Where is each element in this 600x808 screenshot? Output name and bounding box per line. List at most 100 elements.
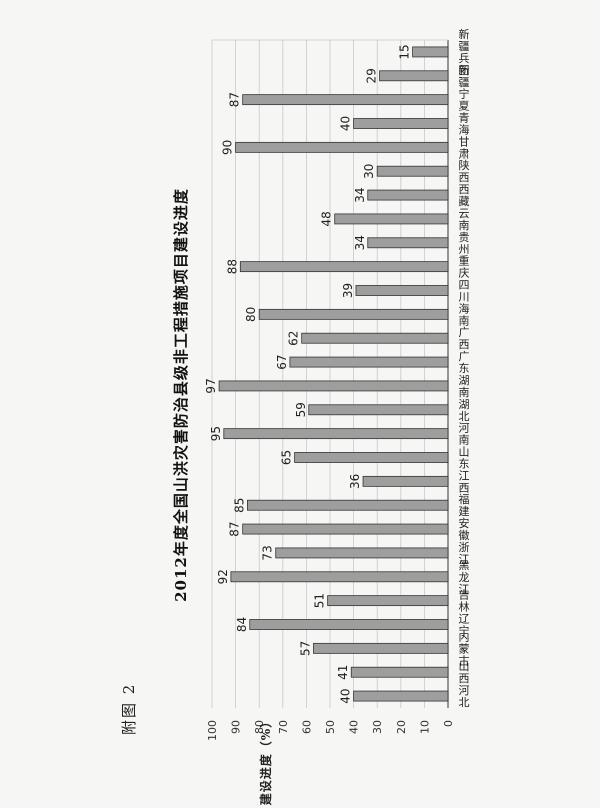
category-label-char: 江 bbox=[459, 469, 470, 482]
data-label: 29 bbox=[365, 68, 379, 83]
data-label: 80 bbox=[244, 307, 258, 322]
category-label: 贵州 bbox=[459, 231, 470, 256]
y-tick-label: 60 bbox=[300, 720, 313, 734]
category-label-char: 海 bbox=[459, 123, 470, 137]
category-label-char: 建 bbox=[459, 504, 470, 518]
category-label-char: 西 bbox=[459, 672, 470, 685]
bar bbox=[301, 332, 449, 344]
data-label: 30 bbox=[362, 164, 376, 179]
category-label: 广东 bbox=[459, 350, 470, 375]
y-axis-label: 建设进度（%） bbox=[258, 715, 273, 806]
y-tick-label: 80 bbox=[253, 720, 266, 734]
category-label-char: 南 bbox=[459, 314, 470, 327]
bar bbox=[242, 523, 449, 535]
bar bbox=[367, 189, 449, 201]
bar bbox=[353, 118, 449, 129]
category-label-char: 南 bbox=[459, 386, 470, 399]
bar bbox=[308, 404, 449, 416]
category-label-char: 新 bbox=[459, 63, 470, 77]
data-label: 85 bbox=[232, 498, 246, 513]
data-label: 15 bbox=[398, 44, 412, 59]
category-label-char: 河 bbox=[459, 422, 470, 435]
category-label-char: 内 bbox=[459, 629, 470, 643]
category-label-char: 陕 bbox=[459, 158, 470, 172]
category-label-char: 川 bbox=[459, 291, 470, 304]
category-label-char: 南 bbox=[459, 219, 470, 232]
category-label: 吉林 bbox=[459, 589, 470, 614]
category-label-char: 山 bbox=[459, 660, 470, 673]
bar bbox=[353, 690, 449, 702]
bar bbox=[355, 285, 449, 296]
category-label-char: 西 bbox=[459, 183, 470, 196]
category-label: 广西 bbox=[459, 326, 470, 351]
data-label: 39 bbox=[341, 283, 355, 298]
category-label-char: 广 bbox=[459, 350, 470, 363]
category-label: 湖北 bbox=[459, 398, 470, 423]
category-label-char: 疆 bbox=[459, 76, 470, 89]
bar bbox=[376, 165, 449, 177]
bar bbox=[258, 308, 449, 320]
bar bbox=[313, 642, 449, 654]
category-label-char: 北 bbox=[459, 696, 470, 709]
bar bbox=[350, 666, 449, 678]
bar bbox=[230, 571, 449, 583]
category-label: 江西 bbox=[459, 469, 470, 494]
category-label-char: 庆 bbox=[459, 266, 470, 280]
category-label-char: 藏 bbox=[459, 195, 470, 208]
bar bbox=[242, 94, 449, 106]
data-label: 41 bbox=[336, 665, 350, 680]
category-label: 青海 bbox=[459, 112, 470, 137]
data-label: 57 bbox=[298, 641, 312, 656]
data-label: 87 bbox=[228, 521, 242, 536]
category-label-char: 团 bbox=[459, 64, 470, 77]
category-label: 内蒙古 bbox=[459, 629, 470, 667]
data-label: 88 bbox=[225, 259, 239, 274]
category-label: 宁夏 bbox=[459, 87, 470, 113]
category-label: 新疆 bbox=[459, 63, 470, 89]
category-label-char: 疆 bbox=[459, 40, 470, 53]
category-label: 云南 bbox=[459, 207, 470, 232]
category-label-char: 海 bbox=[459, 301, 470, 315]
data-label: 62 bbox=[287, 331, 301, 346]
y-tick-label: 100 bbox=[206, 720, 219, 741]
bar bbox=[239, 261, 449, 273]
bar bbox=[379, 70, 449, 82]
data-label: 90 bbox=[221, 140, 235, 155]
category-label-char: 西 bbox=[459, 171, 470, 184]
bar bbox=[289, 356, 449, 368]
data-label: 65 bbox=[280, 450, 294, 465]
y-tick-label: 90 bbox=[230, 720, 243, 734]
category-label-char: 兵 bbox=[459, 52, 470, 65]
data-label: 34 bbox=[353, 235, 367, 250]
category-label-char: 南 bbox=[459, 434, 470, 447]
category-label-char: 山 bbox=[459, 446, 470, 459]
category-label-char: 吉 bbox=[459, 589, 470, 602]
category-label-char: 西 bbox=[459, 338, 470, 351]
category-label-char: 蒙 bbox=[459, 642, 470, 655]
category-label: 黑龙江 bbox=[459, 559, 470, 596]
category-label: 山东 bbox=[459, 446, 470, 471]
data-label: 40 bbox=[339, 116, 353, 131]
bar bbox=[223, 428, 449, 440]
category-label-char: 古 bbox=[459, 654, 470, 667]
category-label: 陕西 bbox=[459, 158, 470, 184]
data-label: 40 bbox=[339, 688, 353, 703]
bar bbox=[275, 547, 449, 559]
data-label: 84 bbox=[235, 617, 249, 632]
data-label: 67 bbox=[275, 354, 289, 369]
bar bbox=[249, 619, 449, 630]
category-label-char: 安 bbox=[459, 516, 470, 530]
category-label-char: 云 bbox=[459, 207, 470, 220]
category-label-char: 徽 bbox=[459, 528, 470, 542]
y-tick-label: 50 bbox=[324, 720, 337, 734]
bar bbox=[367, 237, 449, 249]
category-label-char: 甘 bbox=[459, 135, 470, 148]
category-label: 浙江 bbox=[459, 541, 470, 566]
category-label: 福建 bbox=[459, 492, 470, 518]
y-tick-label: 40 bbox=[348, 720, 361, 734]
data-label: 87 bbox=[228, 92, 242, 107]
category-label: 河北 bbox=[459, 684, 470, 709]
data-label: 36 bbox=[348, 474, 362, 489]
bar bbox=[334, 213, 449, 225]
